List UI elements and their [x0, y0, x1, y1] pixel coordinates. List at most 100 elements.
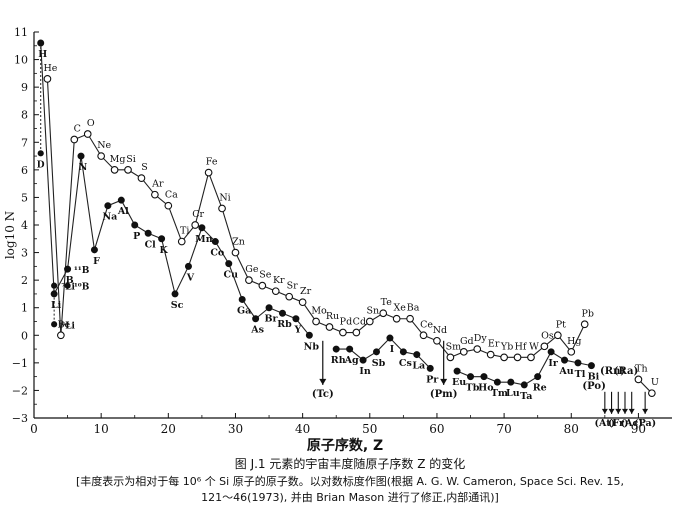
even-z-point-zr	[298, 298, 307, 307]
odd-z-point-k	[158, 235, 166, 243]
odd-z-point-ho	[480, 373, 488, 381]
odd-z-label-pr: Pr	[426, 374, 439, 385]
odd-z-label-bi: Bi	[588, 372, 600, 383]
odd-z-point-br	[265, 304, 273, 312]
heavy-label-top-2: (Rn)	[600, 366, 625, 377]
odd-z-point-lu	[507, 378, 515, 386]
heavy-label-5: (Ac)	[621, 418, 643, 429]
odd-z-label-ho: Ho	[478, 383, 493, 394]
odd-z-label-br: Br	[265, 314, 279, 325]
odd-z-point-li	[50, 290, 58, 298]
odd-z-label-ga: Ga	[237, 305, 251, 316]
odd-z-point-f	[90, 246, 98, 254]
even-z-point-kr	[271, 287, 280, 296]
even-z-label-c: C	[74, 124, 81, 135]
even-z-label-cr: Cr	[192, 209, 204, 220]
y-tick-label: 6	[21, 164, 28, 177]
even-z-point-te	[379, 309, 388, 318]
even-z-label-cd: Cd	[353, 317, 366, 328]
odd-z-label-f: F	[93, 256, 100, 267]
odd-z-label-lu: Lu	[506, 388, 520, 399]
odd-z-point-p	[131, 221, 139, 229]
even-z-point-ti	[177, 237, 186, 246]
odd-z-label-tm: Tm	[491, 388, 508, 399]
isotope-label-4: ¹⁰B	[74, 283, 90, 293]
odd-z-label-ta: Ta	[520, 391, 532, 402]
x-tick-label: 50	[362, 422, 377, 436]
even-z-label-sn: Sn	[366, 306, 379, 317]
odd-z-point-au	[561, 356, 569, 364]
heavy-label-top-4: (Ra)	[614, 366, 638, 377]
heavy-arrow-head-4	[621, 408, 628, 414]
odd-z-point-re	[534, 373, 542, 381]
y-tick-label: 8	[21, 109, 28, 122]
even-z-point-ar	[151, 190, 159, 199]
even-z-label-ar: Ar	[151, 179, 164, 190]
odd-z-point-v	[184, 262, 192, 270]
figure-caption: 图 J.1 元素的宇宙丰度随原子序数 Z 的变化	[234, 457, 466, 471]
heavy-label-po: (Po)	[582, 381, 605, 392]
y-tick-label: −3	[12, 412, 28, 425]
odd-z-label-mn: Mn	[195, 234, 213, 245]
odd-z-point-la	[413, 351, 421, 359]
even-z-label-he: He	[43, 63, 57, 74]
odd-z-point-pr	[426, 364, 434, 372]
odd-z-point-co	[211, 238, 219, 246]
isotope-point-2	[51, 321, 58, 328]
even-z-label-se: Se	[259, 270, 272, 281]
heavy-arrow-head-5	[628, 408, 635, 414]
even-z-label-sr: Sr	[287, 281, 299, 292]
odd-z-label-au: Au	[558, 366, 573, 377]
odd-z-point-eu	[453, 367, 461, 375]
caption-note-line-2: 121～46(1973), 并由 Brian Mason 进行了修正,内部通讯)…	[201, 491, 499, 504]
even-z-label-mg: Mg	[110, 154, 126, 165]
odd-z-point-ta	[520, 381, 528, 389]
even-z-label-th: Th	[635, 363, 647, 374]
y-tick-label: 0	[21, 329, 28, 342]
even-z-point-w	[527, 353, 535, 362]
even-z-label-sm: Sm	[446, 341, 462, 352]
even-z-label-hf: Hf	[515, 341, 528, 352]
odd-z-point-ir	[547, 348, 555, 356]
odd-z-point-sb	[373, 348, 381, 356]
even-z-label-nd: Nd	[433, 325, 447, 336]
x-tick-label: 30	[228, 422, 243, 436]
even-z-label-os: Os	[541, 330, 554, 341]
even-z-label-w: W	[529, 341, 539, 352]
odd-z-label-al: Al	[117, 206, 129, 217]
odd-z-label-li: Li	[51, 300, 62, 311]
even-z-point-gd	[459, 347, 468, 356]
even-z-label-ge: Ge	[245, 264, 259, 275]
odd-z-point-sc	[171, 290, 179, 298]
x-tick-label: 20	[161, 422, 176, 436]
odd-z-point-in	[359, 356, 367, 364]
even-z-label-te: Te	[381, 297, 393, 308]
odd-z-label-k: K	[159, 245, 168, 256]
odd-z-point-i	[386, 334, 394, 342]
even-z-point-hf	[513, 353, 522, 362]
odd-z-point-ga	[238, 295, 246, 303]
even-z-point-cr	[191, 221, 200, 229]
isotope-point-1	[51, 282, 58, 289]
even-z-label-dy: Dy	[474, 333, 488, 344]
even-z-point-mg	[110, 166, 119, 174]
even-z-point-ni	[218, 204, 226, 213]
even-z-point-os	[540, 342, 549, 351]
abundance-chart: −3 −2 −1 0 1 2 3 4 5 6 7 8 9 10 11 0 10 20 30 40 50 60 70 80 90 原…	[3, 26, 672, 454]
even-z-point-sn	[365, 317, 374, 326]
odd-z-label-re: Re	[533, 383, 547, 394]
even-z-label-zr: Zr	[300, 286, 312, 297]
odd-z-label-na: Na	[102, 212, 117, 223]
x-tick-label: 0	[30, 422, 38, 436]
odd-z-label-tb: Tb	[466, 383, 480, 394]
y-axis-label: log10 N	[3, 211, 17, 259]
even-z-label-ti: Ti	[180, 226, 189, 237]
even-z-point-zn	[231, 248, 240, 257]
even-z-point-ru	[325, 323, 334, 331]
even-z-point-xe	[392, 314, 401, 323]
isotope-point-0	[37, 150, 44, 157]
even-z-point-se	[258, 281, 267, 290]
even-z-point-th	[634, 375, 643, 384]
y-tick-label: 7	[21, 136, 28, 149]
figure-caption-note: [丰度表示为相对于每 10⁶ 个 Si 原子的原子数。以对数标度作图(根据 A.…	[0, 474, 700, 506]
